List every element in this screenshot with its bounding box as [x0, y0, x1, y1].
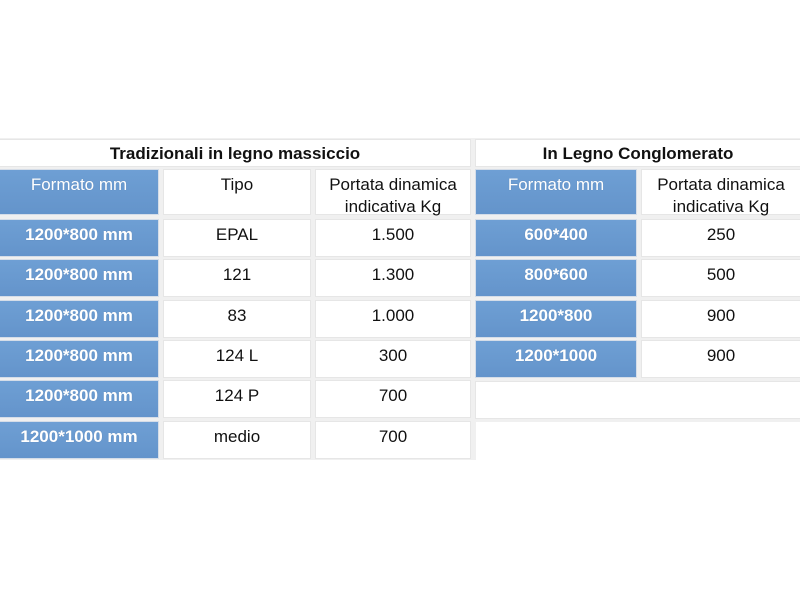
- left-header-portata: Portata dinamica indicativa Kg: [316, 170, 470, 216]
- left-row-formato: 1200*1000 mm: [0, 421, 158, 458]
- left-row-formato: 1200*800 mm: [0, 300, 158, 337]
- left-row-tipo: 83: [164, 300, 310, 337]
- left-row-portata: 700: [316, 421, 470, 458]
- left-row-tipo: 124 P: [164, 381, 310, 418]
- left-row-portata: 700: [316, 381, 470, 418]
- right-row-portata: 250: [642, 220, 800, 256]
- right-header-formato: Formato mm: [476, 170, 636, 214]
- left-header-tipo: Tipo: [164, 170, 310, 214]
- left-row-portata: 1.300: [316, 260, 470, 297]
- right-row-formato: 800*600: [476, 260, 636, 297]
- left-header-formato: Formato mm: [0, 170, 158, 214]
- right-row-formato: 600*400: [476, 220, 636, 256]
- right-table-title: In Legno Conglomerato: [476, 140, 800, 166]
- left-row-formato: 1200*800 mm: [0, 260, 158, 297]
- left-row-formato: 1200*800 mm: [0, 220, 158, 256]
- right-row-formato: 1200*1000: [476, 340, 636, 377]
- left-row-tipo: medio: [164, 421, 310, 458]
- right-header-portata: Portata dinamica indicativa Kg: [642, 170, 800, 216]
- left-row-tipo: EPAL: [164, 220, 310, 256]
- left-row-portata: 300: [316, 340, 470, 377]
- left-row-tipo: 121: [164, 260, 310, 297]
- right-blank-area: [476, 422, 800, 460]
- left-row-formato: 1200*800 mm: [0, 381, 158, 418]
- left-row-portata: 1.000: [316, 300, 470, 337]
- right-row-formato: 1200*800: [476, 300, 636, 337]
- right-row-portata: 900: [642, 340, 800, 377]
- left-row-formato: 1200*800 mm: [0, 340, 158, 377]
- left-row-tipo: 124 L: [164, 340, 310, 377]
- right-row-portata: 900: [642, 300, 800, 337]
- left-row-portata: 1.500: [316, 220, 470, 256]
- left-table-title: Tradizionali in legno massiccio: [0, 140, 470, 166]
- right-empty-cell: [476, 382, 800, 418]
- right-row-portata: 500: [642, 260, 800, 297]
